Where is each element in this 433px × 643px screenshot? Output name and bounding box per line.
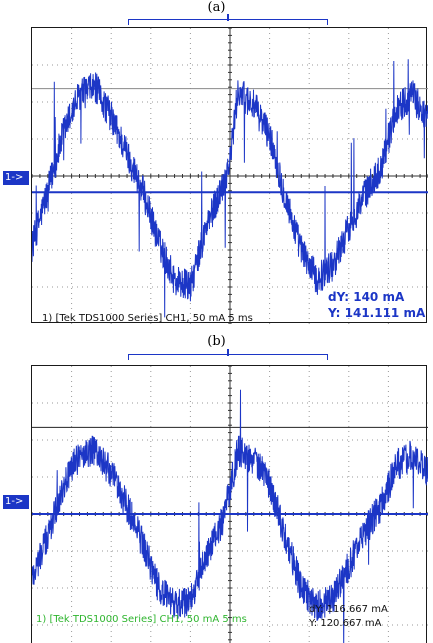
panel-b-status-line: 1) [Tek TDS1000 Series] CH1, 50 mA 5 ms bbox=[36, 614, 247, 625]
panel-a-cursor-y: Y: 141.111 mA bbox=[328, 306, 426, 320]
channel-1-trace bbox=[32, 389, 428, 643]
panel-a-plot bbox=[32, 28, 428, 324]
panel-b-caption: (b) bbox=[207, 334, 226, 349]
panel-b-channel-1-ground-marker: 1-> bbox=[3, 495, 29, 509]
panel-a-cursor-dy: dY: 140 mA bbox=[328, 290, 405, 304]
panel-a-cursor-readout: dY: 140 mA Y: 141.111 mA bbox=[328, 289, 425, 321]
panel-b-plot bbox=[32, 366, 428, 643]
panel-b-cursor-readout: dY: 116.667 mA Y: 120.667 mA bbox=[309, 603, 388, 631]
panel-b-oscilloscope-screen bbox=[31, 365, 428, 643]
panel-a-oscilloscope-screen bbox=[31, 27, 428, 324]
panel-a-channel-1-ground-marker: 1-> bbox=[3, 171, 29, 185]
panel-b-trigger-position-marker bbox=[227, 349, 229, 356]
panel-b-cursor-dy: dY: 116.667 mA bbox=[309, 604, 388, 615]
panel-a-status-line: 1) [Tek TDS1000 Series] CH1, 50 mA 5 ms bbox=[42, 313, 253, 324]
channel-1-trace bbox=[32, 59, 428, 318]
panel-a-caption: (a) bbox=[207, 0, 226, 15]
panel-b-cursor-y: Y: 120.667 mA bbox=[309, 618, 382, 629]
panel-a-trigger-position-marker bbox=[227, 14, 229, 21]
